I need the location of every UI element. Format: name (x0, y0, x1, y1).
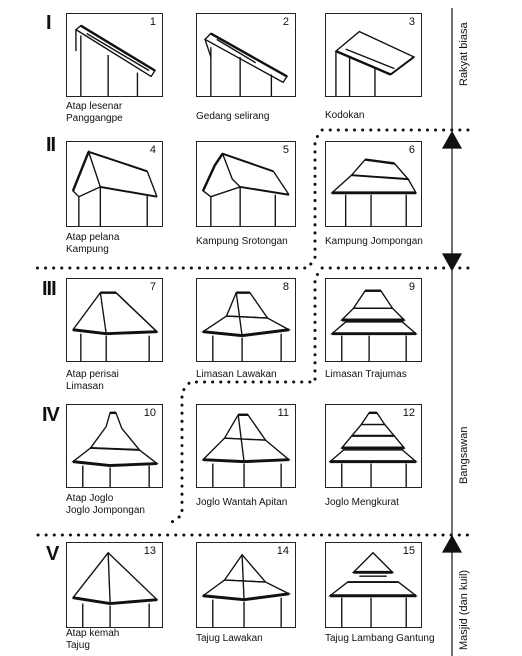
roof-panel-4: 4 (66, 141, 163, 227)
roof-drawing-lambang-gantung (328, 551, 418, 627)
roof-drawing-lesenar (74, 24, 156, 96)
roof-drawing-srotongan (201, 152, 290, 226)
label-bangsawan: Bangsawan (458, 426, 470, 485)
roof-caption-13: Atap kemah Tajug (66, 628, 120, 651)
label-rakyat-biasa: Rakyat biasa (458, 22, 470, 86)
arrow-down-rakyat (441, 253, 463, 272)
roof-panel-13: 13 (66, 542, 163, 628)
roof-drawing-kampung (71, 149, 158, 226)
roof-caption-3: Kodokan (325, 110, 365, 121)
roof-panel-7: 7 (66, 278, 163, 362)
roof-drawing-trajumas (330, 289, 418, 361)
arrow-up-bangsawan (441, 130, 463, 149)
arrow-up-masjid (441, 534, 463, 553)
roof-panel-15: 15 (325, 542, 422, 628)
roof-drawing-jompongan (330, 158, 418, 226)
roof-panel-2: 2 (196, 13, 296, 97)
row-numeral-5: V (46, 543, 59, 565)
roof-panel-3: 3 (325, 13, 422, 97)
roof-panel-12: 12 (325, 404, 422, 488)
roof-caption-12: Joglo Mengkurat (325, 497, 399, 508)
roof-drawing-joglo-wantah (201, 413, 291, 487)
roof-caption-6: Kampung Jompongan (325, 236, 423, 247)
roof-caption-15: Tajug Lambang Gantung (325, 633, 435, 644)
roof-caption-14: Tajug Lawakan (196, 633, 263, 644)
roof-drawing-limasan-lawakan (201, 291, 292, 361)
panel-number: 13 (143, 545, 156, 557)
roof-panel-8: 8 (196, 278, 296, 362)
row-numeral-2: II (46, 134, 56, 156)
roof-panel-5: 5 (196, 141, 296, 227)
roof-panel-10: 10 (66, 404, 163, 488)
row-numeral-1: I (46, 12, 51, 34)
roof-caption-7: Atap perisai Limasan (66, 369, 119, 392)
panel-number: 10 (143, 407, 156, 419)
roof-drawing-tajug (71, 551, 159, 627)
roof-drawing-kodokan (334, 30, 416, 96)
panel-number: 14 (276, 545, 289, 557)
roof-drawing-limasan (71, 291, 159, 361)
roof-caption-1: Atap lesenar Panggangpe (66, 101, 123, 124)
roof-panel-11: 11 (196, 404, 296, 488)
panel-number: 2 (282, 16, 289, 28)
roof-panel-14: 14 (196, 542, 296, 628)
row-numeral-4: IV (42, 404, 60, 426)
roof-drawing-tajug-lawakan (201, 553, 292, 627)
roof-drawing-joglo (71, 411, 159, 487)
panel-number: 1 (149, 16, 156, 28)
roof-caption-10: Atap Joglo Joglo Jompongan (66, 493, 145, 516)
roof-caption-2: Gedang selirang (196, 111, 270, 122)
panel-number: 15 (402, 545, 415, 557)
roof-caption-11: Joglo Wantah Apitan (196, 497, 288, 508)
roof-caption-4: Atap pelana Kampung (66, 232, 120, 255)
label-masjid: Masjid (dan kuil) (458, 569, 470, 650)
roof-panel-9: 9 (325, 278, 422, 362)
roof-caption-5: Kampung Srotongan (196, 236, 288, 247)
roof-caption-8: Limasan Lawakan (196, 369, 277, 380)
roof-drawing-mengkurat (328, 411, 418, 487)
roof-drawing-gedang-selirang (203, 32, 288, 96)
panel-number: 3 (408, 16, 415, 28)
roof-panel-1: 1 (66, 13, 163, 97)
panel-number: 7 (149, 281, 156, 293)
roof-caption-9: Limasan Trajumas (325, 369, 407, 380)
row-numeral-3: III (42, 278, 57, 300)
roof-panel-6: 6 (325, 141, 422, 227)
